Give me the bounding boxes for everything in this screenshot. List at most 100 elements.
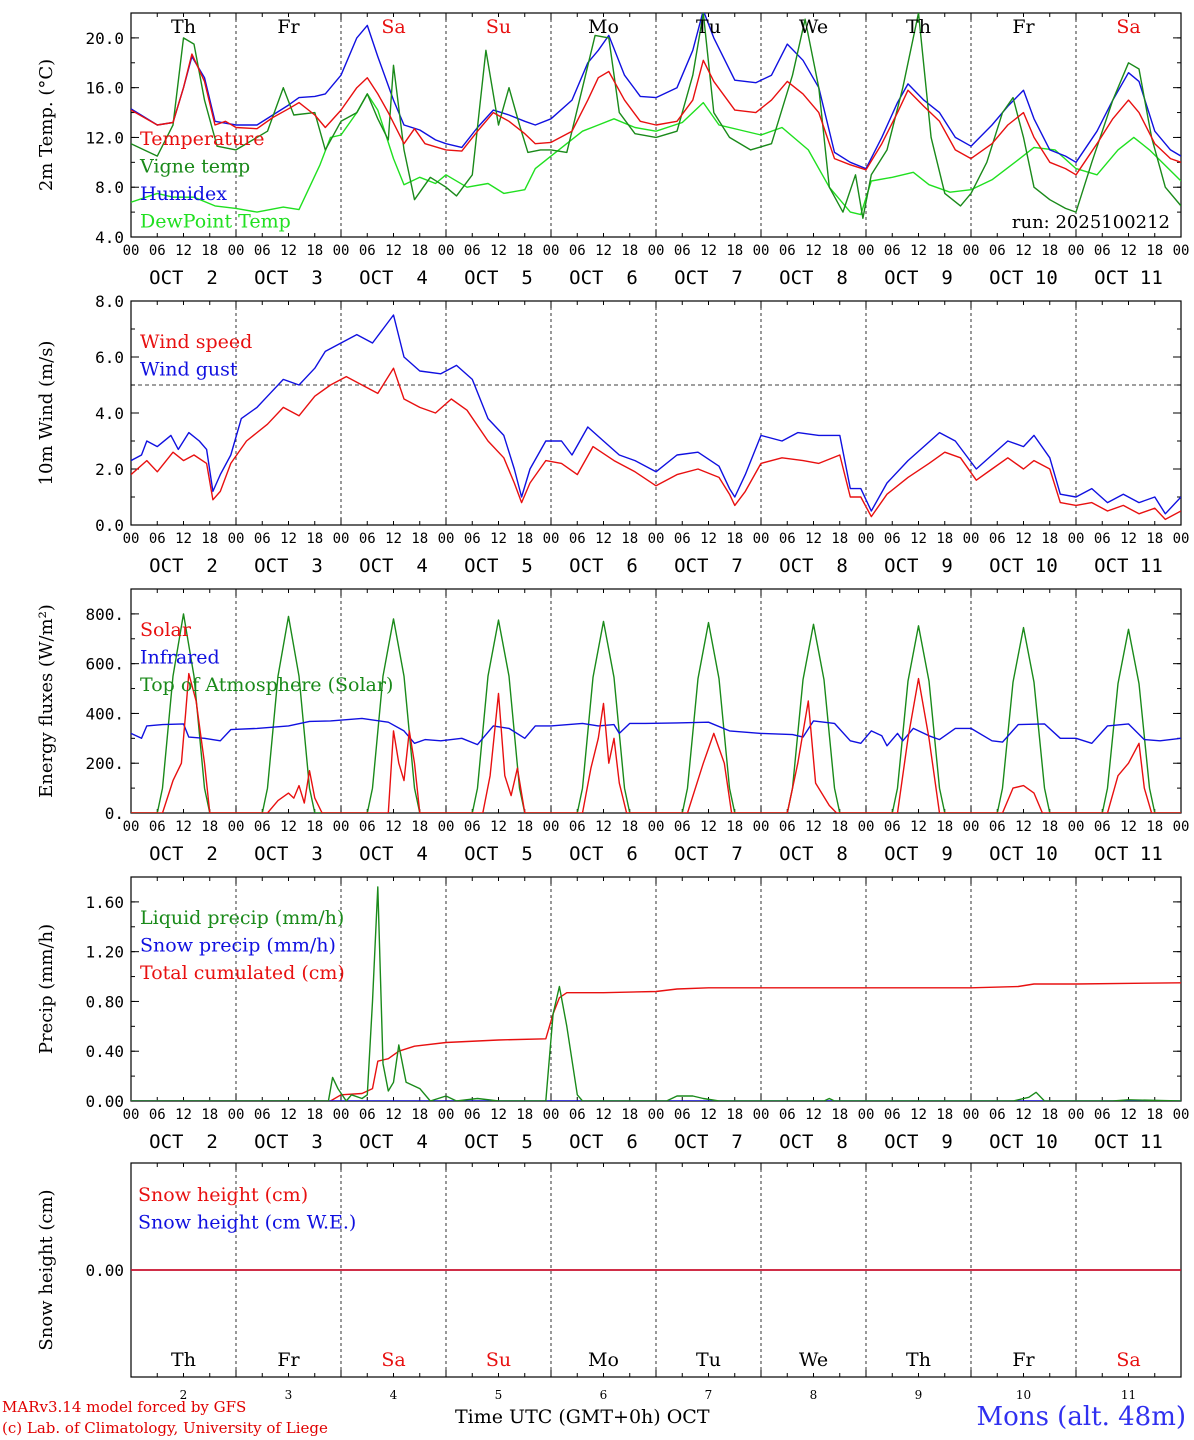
hour-label: 12 (1015, 531, 1032, 547)
date-label: OCT 3 (254, 1131, 323, 1153)
date-label: OCT 4 (359, 267, 428, 289)
hour-label: 06 (464, 819, 481, 835)
hour-label: 00 (1068, 531, 1085, 547)
weekday-label: Th (171, 16, 196, 38)
date-label: OCT 8 (779, 843, 848, 865)
date-label: OCT 9 (884, 1131, 953, 1153)
date-label: OCT 9 (884, 555, 953, 577)
hour-label: 18 (201, 1107, 218, 1123)
hour-label: 06 (1094, 819, 1111, 835)
date-label: OCT 7 (674, 555, 743, 577)
hour-label: 06 (989, 1107, 1006, 1123)
panel-wind: 0.0 2.0 4.0 6.0 8.0 10m Wind (m/s) Wind speed W… (36, 292, 1189, 577)
weekday-label: Sa (1116, 16, 1140, 38)
hour-label: 06 (1094, 243, 1111, 259)
hour-label: 12 (805, 243, 822, 259)
hour-label: 18 (306, 819, 323, 835)
y-tick-label: 1.60 (85, 893, 124, 912)
hour-label: 00 (648, 531, 665, 547)
weekday-label: Tu (696, 16, 721, 38)
y-tick-label: 0.0 (95, 516, 124, 535)
date-label: OCT 7 (674, 843, 743, 865)
hour-label: 00 (333, 531, 350, 547)
model-credit: MARv3.14 model forced by GFS (2, 1398, 247, 1416)
y-axis-title: 10m Wind (m/s) (36, 341, 57, 486)
date-label: OCT 3 (254, 555, 323, 577)
series-wind-gust (131, 314, 1181, 515)
hour-label: 12 (490, 243, 507, 259)
plot-frame (130, 300, 1182, 526)
date-label: OCT 2 (149, 1131, 218, 1153)
hour-label: 12 (175, 1107, 192, 1123)
weekday-label: Mo (588, 16, 619, 38)
date-label: OCT 6 (569, 843, 638, 865)
series-wind-speed (131, 367, 1181, 521)
hour-label: 18 (1041, 1107, 1058, 1123)
y-tick-label: 400. (85, 704, 124, 723)
hour-label: 12 (385, 819, 402, 835)
day-number: 3 (285, 1388, 293, 1402)
date-label: OCT 11 (1094, 1131, 1163, 1153)
hour-label: 00 (228, 1107, 245, 1123)
hour-label: 18 (411, 819, 428, 835)
series-vigne-temp (131, 13, 1181, 220)
hour-label: 00 (858, 819, 875, 835)
date-label: OCT 9 (884, 843, 953, 865)
y-tick-label: 0.40 (85, 1042, 124, 1061)
day-number: 10 (1016, 1388, 1031, 1402)
hour-label: 06 (464, 1107, 481, 1123)
hour-label: 12 (175, 243, 192, 259)
hour-label: 06 (149, 531, 166, 547)
hour-label: 12 (1120, 819, 1137, 835)
legend-entry: Total cumulated (cm) (140, 962, 345, 984)
hour-label: 06 (674, 531, 691, 547)
hour-label: 00 (438, 1107, 455, 1123)
hour-label: 18 (516, 819, 533, 835)
hour-label: 00 (228, 243, 245, 259)
date-label: OCT 3 (254, 843, 323, 865)
date-label: OCT 8 (779, 555, 848, 577)
hour-label: 06 (464, 531, 481, 547)
hour-label: 18 (936, 531, 953, 547)
hour-label: 18 (621, 243, 638, 259)
y-axis-title: 2m Temp. (°C) (36, 59, 57, 191)
hour-label: 18 (831, 243, 848, 259)
hour-label: 06 (674, 1107, 691, 1123)
hour-label: 18 (621, 531, 638, 547)
series-dewpoint-temp (131, 93, 1181, 216)
series-infrared (131, 717, 1181, 747)
legend-entry: Wind speed (140, 331, 252, 353)
run-label: run: 2025100212 (1012, 212, 1170, 233)
series-temperature (131, 53, 1181, 176)
hour-label: 18 (201, 531, 218, 547)
hour-label: 00 (648, 1107, 665, 1123)
hour-label: 00 (1173, 819, 1190, 835)
hour-label: 18 (201, 819, 218, 835)
hour-label: 00 (1173, 1107, 1190, 1123)
hour-label: 18 (726, 531, 743, 547)
date-label: OCT 7 (674, 1131, 743, 1153)
series-group (131, 13, 1181, 220)
hour-label: 12 (910, 243, 927, 259)
date-label: OCT 10 (989, 555, 1058, 577)
hour-label: 06 (884, 531, 901, 547)
weekday-label: Fr (277, 16, 300, 38)
hour-label: 00 (333, 1107, 350, 1123)
weekday-label: We (799, 1349, 828, 1371)
hour-label: 00 (438, 819, 455, 835)
hour-label: 00 (963, 243, 980, 259)
hour-label: 18 (306, 531, 323, 547)
series-solar (131, 672, 1181, 813)
y-axis-title: Snow height (cm) (36, 1189, 57, 1350)
hour-label: 12 (490, 1107, 507, 1123)
hour-label: 12 (1120, 1107, 1137, 1123)
hour-label: 18 (831, 1107, 848, 1123)
hour-label: 00 (753, 819, 770, 835)
weekday-label: Su (486, 1349, 511, 1371)
hour-label: 18 (1146, 1107, 1163, 1123)
hour-label: 00 (438, 243, 455, 259)
hour-label: 12 (700, 531, 717, 547)
hour-label: 12 (280, 819, 297, 835)
y-tick-label: 0.00 (85, 1261, 124, 1280)
hour-label: 00 (963, 531, 980, 547)
